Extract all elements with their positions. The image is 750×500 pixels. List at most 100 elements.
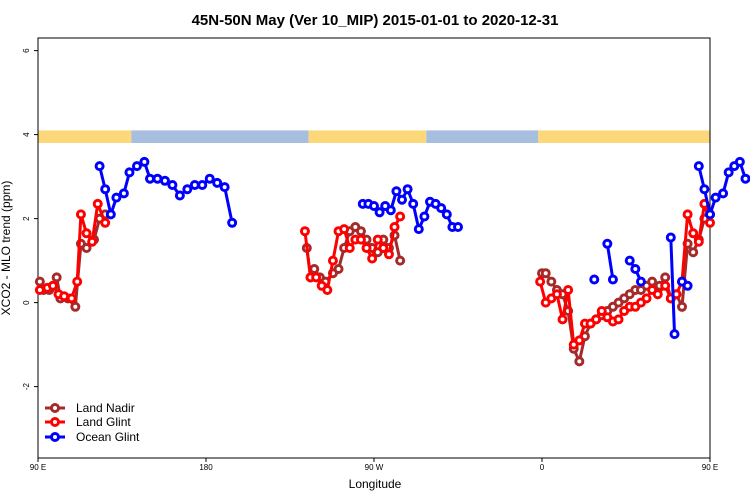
data-point-ocean-glint <box>682 280 693 291</box>
data-point-ocean-glint <box>374 207 385 218</box>
data-point-ocean-glint <box>145 173 155 184</box>
data-point-land-glint <box>389 222 400 232</box>
data-point-land-glint <box>47 280 58 291</box>
data-point-land-glint <box>652 289 663 300</box>
legend-label-land-glint: Land Glint <box>76 415 131 429</box>
data-point-land-glint <box>59 291 70 302</box>
data-point-land-nadir <box>688 247 699 258</box>
data-point-land-glint <box>705 217 715 228</box>
data-point-ocean-glint <box>723 167 734 178</box>
data-point-land-nadir <box>574 356 585 367</box>
data-point-land-glint <box>551 289 562 300</box>
y-tick-label: 6 <box>22 48 31 53</box>
data-point-land-glint <box>87 236 98 247</box>
data-point-ocean-glint <box>204 173 215 184</box>
data-point-land-nadir <box>677 301 687 312</box>
data-point-ocean-glint <box>219 182 230 193</box>
data-point-land-glint <box>34 285 45 295</box>
data-point-ocean-glint <box>441 209 452 220</box>
data-point-land-glint <box>563 285 574 295</box>
data-point-land-glint <box>75 209 86 220</box>
band-segment-ocean <box>426 130 539 143</box>
data-point-ocean-glint <box>665 232 676 243</box>
data-point-ocean-glint <box>669 329 680 340</box>
data-point-ocean-glint <box>100 184 111 195</box>
x-tick-label: 90 E <box>30 463 46 472</box>
data-point-ocean-glint <box>139 156 150 167</box>
data-point-ocean-glint <box>635 276 646 287</box>
series-line-ocean-glint <box>669 237 677 335</box>
y-tick-label: 2 <box>22 216 31 221</box>
data-point-land-glint <box>591 314 602 325</box>
data-point-ocean-glint <box>602 238 613 249</box>
legend-item-land-nadir: Land Nadir <box>45 401 135 415</box>
data-point-land-glint <box>383 249 394 260</box>
data-point-ocean-glint <box>105 209 116 220</box>
data-point-ocean-glint <box>408 198 419 209</box>
x-tick-label: 90 E <box>702 463 718 472</box>
data-point-ocean-glint <box>734 156 745 167</box>
data-point-ocean-glint <box>391 186 402 197</box>
data-point-land-glint <box>688 228 699 239</box>
legend-label-ocean-glint: Ocean Glint <box>76 430 140 444</box>
data-point-land-glint <box>641 293 652 304</box>
data-point-land-glint <box>682 209 693 220</box>
data-point-ocean-glint <box>630 264 641 274</box>
axes: 90 E 180 90 W 0 90 E -2 0 2 4 6 <box>22 48 718 472</box>
x-axis-label: Longitude <box>349 477 402 491</box>
data-point-ocean-glint <box>227 217 238 228</box>
x-tick-label: 90 W <box>365 463 384 472</box>
x-tick-label: 180 <box>199 463 213 472</box>
data-point-ocean-glint <box>212 177 223 188</box>
data-point-land-glint <box>613 314 624 325</box>
legend: Land Nadir Land Glint Ocean Glint <box>45 401 140 444</box>
y-axis-label: XCO2 - MLO trend (ppm) <box>0 181 13 316</box>
data-point-ocean-glint <box>167 180 178 190</box>
data-point-land-glint <box>322 285 333 295</box>
data-point-ocean-glint <box>182 184 193 195</box>
data-point-land-glint <box>339 224 350 235</box>
data-point-land-nadir <box>333 264 344 274</box>
data-point-ocean-glint <box>710 192 721 203</box>
data-point-land-nadir <box>51 272 62 283</box>
data-point-land-glint <box>92 198 103 209</box>
data-point-ocean-glint <box>419 211 430 222</box>
data-point-land-nadir <box>34 276 45 287</box>
legend-item-land-glint: Land Glint <box>45 415 131 429</box>
data-point-land-nadir <box>355 226 366 237</box>
data-point-ocean-glint <box>118 188 129 199</box>
data-point-ocean-glint <box>699 184 710 195</box>
data-point-land-glint <box>574 335 585 346</box>
data-point-ocean-glint <box>402 184 413 195</box>
data-point-ocean-glint <box>705 209 715 220</box>
y-tick-label: 4 <box>22 132 31 137</box>
data-point-ocean-glint <box>111 192 122 203</box>
surface-type-band <box>38 130 710 143</box>
data-point-land-glint <box>72 276 83 287</box>
data-point-land-glint <box>100 217 111 228</box>
data-point-ocean-glint <box>740 173 750 184</box>
data-point-land-glint <box>361 243 372 253</box>
data-point-land-glint <box>378 243 389 253</box>
data-point-ocean-glint <box>624 255 635 266</box>
y-tick-label: 0 <box>22 300 31 305</box>
band-segment-ocean <box>131 130 309 143</box>
band-segment-land <box>308 130 427 143</box>
data-point-land-glint <box>660 280 671 291</box>
data-point-ocean-glint <box>197 180 208 190</box>
series-layer <box>34 156 750 367</box>
data-point-land-nadir <box>546 276 557 287</box>
band-segment-land <box>538 130 710 143</box>
data-point-ocean-glint <box>453 222 463 232</box>
data-point-land-glint <box>311 272 322 283</box>
data-point-ocean-glint <box>589 274 600 285</box>
data-point-land-glint <box>395 211 406 222</box>
data-point-land-glint <box>66 293 77 304</box>
data-point-ocean-glint <box>369 201 379 211</box>
data-point-land-glint <box>327 255 338 266</box>
series-ocean-glint <box>94 156 750 340</box>
data-point-land-glint <box>344 243 355 253</box>
series-land-nadir <box>34 209 715 367</box>
